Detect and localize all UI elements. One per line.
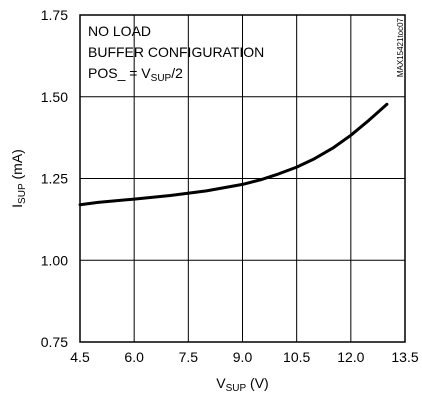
x-axis-title-main: V: [216, 375, 226, 391]
y-tick-label: 1.25: [41, 171, 68, 187]
x-axis-title: VSUP (V): [216, 375, 268, 394]
x-tick-label: 9.0: [233, 349, 253, 365]
y-tick-label: 1.00: [41, 252, 68, 268]
annotation-buffer-configuration: BUFFER CONFIGURATION: [88, 44, 264, 60]
grid-layer: [80, 15, 405, 342]
y-axis-title-subscript: SUP: [17, 183, 28, 204]
x-tick-labels: 4.5 6.0 7.5 9.0 10.5 12.0 13.5: [70, 349, 419, 365]
y-tick-label: 1.75: [41, 7, 68, 23]
y-tick-labels: 0.75 1.00 1.25 1.50 1.75: [41, 7, 68, 350]
annotation-no-load: NO LOAD: [88, 23, 151, 39]
x-tick-label: 4.5: [70, 349, 90, 365]
y-tick-label: 0.75: [41, 334, 68, 350]
y-tick-label: 1.50: [41, 89, 68, 105]
y-axis-title-unit: (mA): [9, 149, 25, 183]
y-axis-title: ISUP (mA): [9, 149, 28, 208]
annotation-pos-suffix: /2: [171, 65, 183, 81]
x-tick-label: 12.0: [337, 349, 364, 365]
figure-code: MAX15421toc07: [396, 17, 405, 77]
annotation-box: NO LOAD BUFFER CONFIGURATION POS_ = VSUP…: [88, 23, 264, 84]
x-tick-label: 10.5: [283, 349, 310, 365]
x-tick-label: 6.0: [124, 349, 144, 365]
series-line: [78, 102, 389, 207]
annotation-pos-prefix: POS_ = V: [88, 65, 151, 81]
x-tick-label: 7.5: [179, 349, 199, 365]
x-axis-title-subscript: SUP: [226, 383, 247, 394]
series-layer: [78, 102, 389, 207]
plot-frame: [79, 14, 406, 343]
x-axis-title-unit: (V): [246, 375, 269, 391]
annotation-pos-condition: POS_ = VSUP/2: [88, 65, 183, 84]
annotation-pos-subscript: SUP: [151, 73, 172, 84]
y-axis-title-main: I: [9, 204, 25, 208]
x-tick-label: 13.5: [391, 349, 418, 365]
